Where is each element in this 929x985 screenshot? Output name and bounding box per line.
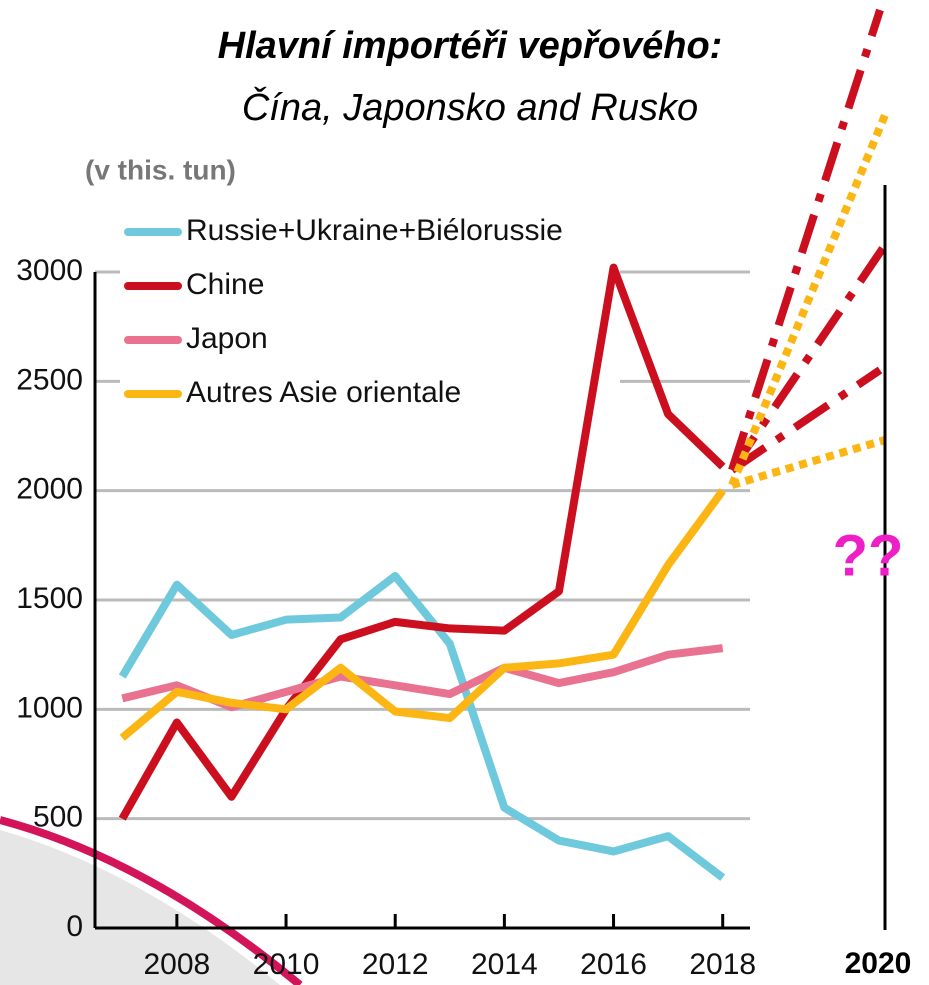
line-series (119, 488, 726, 741)
y-tick-label: 3000 (16, 254, 83, 287)
decor-shape (0, 830, 280, 985)
projection (728, 8, 889, 489)
annotation: 2020 (845, 947, 912, 980)
line-series (118, 263, 726, 821)
y-tick-label: 500 (33, 801, 83, 834)
x-tick-label: 2016 (580, 948, 647, 981)
chart-subtitle: Čína, Japonsko and Rusko (242, 85, 698, 129)
y-axis-label: (v this. tun) (85, 154, 236, 185)
legend-label: Russie+Ukraine+Biélorussie (186, 214, 563, 247)
chart-title: Hlavní importéři vepřového: (218, 25, 723, 67)
y-tick-label: 1000 (16, 691, 83, 724)
projection-line (728, 8, 884, 472)
legend-bg (120, 200, 620, 430)
projection-line (730, 436, 887, 489)
legend-label: Chine (186, 268, 264, 301)
y-tick-label: 0 (66, 910, 83, 943)
decor-curve (0, 816, 303, 985)
legend-label: Japon (186, 322, 268, 355)
x-tick-label: 2014 (471, 948, 538, 981)
projection-line (728, 242, 889, 473)
x-tick-label: 2010 (253, 948, 320, 981)
y-tick-label: 1500 (16, 582, 83, 615)
projection-line (728, 113, 889, 487)
line-series (118, 571, 726, 881)
legend-label: Autres Asie orientale (186, 376, 461, 409)
x-tick-label: 2012 (362, 948, 429, 981)
y-tick-label: 2000 (16, 473, 83, 506)
x-tick-label: 2008 (144, 948, 211, 981)
annotation: ?? (833, 523, 904, 588)
projection-line (729, 366, 883, 474)
y-tick-label: 2500 (16, 363, 83, 396)
x-tick-label: 2018 (689, 948, 756, 981)
